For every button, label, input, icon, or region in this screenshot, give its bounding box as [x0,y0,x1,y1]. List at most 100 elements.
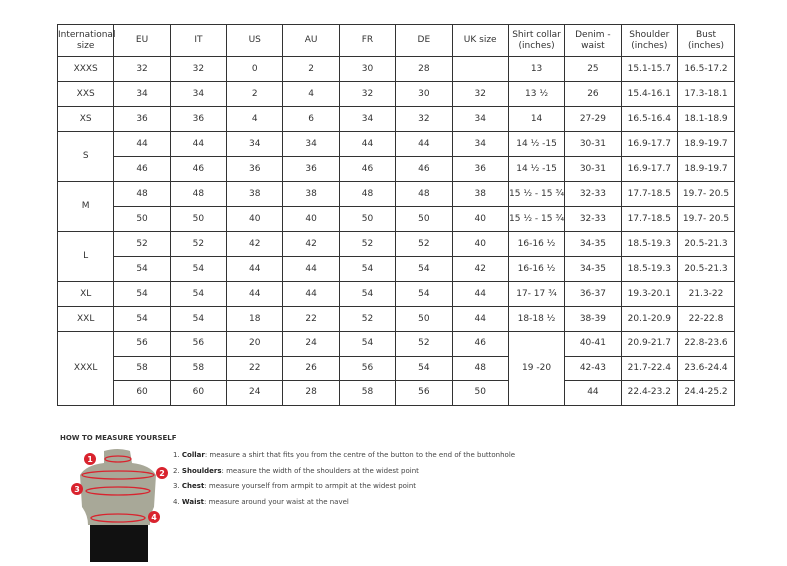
column-header: Denim - waist [564,24,622,57]
how-to-measure-title: HOW TO MEASURE YOURSELF [60,434,177,442]
table-cell: 32 [451,81,509,107]
table-cell: 34 [451,106,509,132]
size-label: M [56,181,115,232]
table-cell: 38-39 [564,306,622,332]
table-cell: 48 [113,181,171,207]
column-header: DE [395,24,453,57]
table-cell: 18.5-19.3 [620,256,679,282]
table-cell: 54 [169,306,228,332]
table-cell: 30-31 [564,131,622,157]
table-row: 50 50 40 40 50 50 40 15 ½ - 15 ¾ 32-33 17.7-18.5 1… [58,206,735,232]
table-row: XS 36 36 4 6 34 32 34 14 27-29 16.5-16.4 18.1-18.9 [56,106,735,132]
table-cell: 40 [451,231,509,257]
table-cell: 46 [113,156,171,182]
table-cell: 24 [226,380,284,406]
table-cell [451,56,509,82]
table-cell: 19.7- 20.5 [677,206,735,232]
table-cell: 54 [338,256,397,282]
column-header: Shirt collar (inches) [507,24,566,57]
table-cell: 34-35 [564,256,622,282]
table-row: 46 46 36 36 46 46 36 14 ½ -15 30-31 16.9-17.7 18.9… [58,156,735,182]
table-cell: 54 [395,256,453,282]
table-cell: 20.5-21.3 [677,231,735,257]
table-cell: 13 ½ [507,81,566,107]
table-row: XL 54 54 44 44 54 54 44 17- 17 ¾ 36-37 19.3-20.1 21… [56,281,735,307]
table-cell: 54 [338,281,397,307]
table-cell: 36 [113,106,171,132]
step-chest: 3. Chest: measure yourself from armpit t… [173,482,417,490]
table-cell: 48 [169,181,228,207]
table-cell: 52 [338,306,397,332]
table-cell: 18.9-19.7 [677,156,735,182]
table-cell: 60 [169,380,228,406]
table-row: M 48 48 38 38 48 48 38 15 ½ - 15 ¾ 32-33 17.7-18.5… [56,181,735,232]
table-cell: 50 [451,380,509,406]
table-cell: 32 [113,56,171,82]
measurement-figure: 1 2 3 4 [71,449,168,562]
table-cell: 4 [226,106,284,132]
table-cell: 34 [451,131,509,157]
column-header: Bust (inches) [677,24,735,57]
table-cell: 54 [395,355,453,381]
table-cell: 17.3-18.1 [677,81,735,107]
table-cell: 18.1-18.9 [677,106,735,132]
table-cell: 44 [451,281,509,307]
size-label: XS [56,106,115,132]
table-cell: 18.5-19.3 [620,231,679,257]
table-cell: 32 [169,56,228,82]
table-cell: 21.3-22 [677,281,735,307]
table-cell: 40-41 [564,331,622,357]
table-cell: 24.4-25.2 [677,380,735,406]
table-cell: 16-16 ½ [507,256,566,282]
table-cell: 44 [226,281,284,307]
table-cell: 6 [282,106,340,132]
table-row: 58 58 22 26 56 54 48 42-43 21.7-22.4 23.6-24.4 [58,355,735,381]
table-cell: 34 [282,131,340,157]
table-cell: 54 [169,281,228,307]
table-cell: 56 [395,380,453,406]
badge-2: 2 [159,469,165,478]
table-cell: 46 [395,156,453,182]
table-row: 54 54 44 44 54 54 42 16-16 ½ 34-35 18.5-19.3 20.5-… [58,256,735,282]
column-header: US [226,24,284,57]
table-cell: 60 [113,380,171,406]
table-cell: 44 [169,131,228,157]
table-cell: 21.7-22.4 [620,355,679,381]
table-cell: 48 [395,181,453,207]
table-cell: 36-37 [564,281,622,307]
table-cell: 36 [451,156,509,182]
table-cell: 50 [395,306,453,332]
table-cell: 19.3-20.1 [620,281,679,307]
table-cell: 34 [226,131,284,157]
table-cell: 42-43 [564,355,622,381]
table-cell: 56 [113,331,171,357]
table-cell: 30 [338,56,397,82]
table-cell: 18-18 ½ [507,306,566,332]
table-cell: 56 [338,355,397,381]
measure-steps: 1. Collar: measure a shirt that fits you… [173,451,515,513]
table-cell: 40 [451,206,509,232]
table-cell: 36 [226,156,284,182]
table-cell: 16.9-17.7 [620,156,679,182]
table-cell: 18.9-19.7 [677,131,735,157]
table-cell: 50 [113,206,171,232]
table-cell: 52 [113,231,171,257]
table-cell: 44 [113,131,171,157]
table-row: S 44 44 34 34 44 44 34 14 ½ -15 30-31 16.9-17.7 18.… [56,131,735,182]
size-label: XXL [56,306,115,332]
table-cell: 46 [338,156,397,182]
table-cell: 28 [395,56,453,82]
table-cell: 44 [226,256,284,282]
size-label: XXXS [56,56,115,82]
size-label: S [56,131,115,182]
table-cell: 28 [282,380,340,406]
table-cell: 2 [226,81,284,107]
table-cell: 46 [451,331,509,357]
table-cell: 44 [564,380,622,406]
table-cell: 52 [395,331,453,357]
table-cell: 17.7-18.5 [620,206,679,232]
table-cell: 50 [338,206,397,232]
badge-3: 3 [74,485,80,494]
column-header: FR [338,24,397,57]
table-cell: 16.5-16.4 [620,106,679,132]
